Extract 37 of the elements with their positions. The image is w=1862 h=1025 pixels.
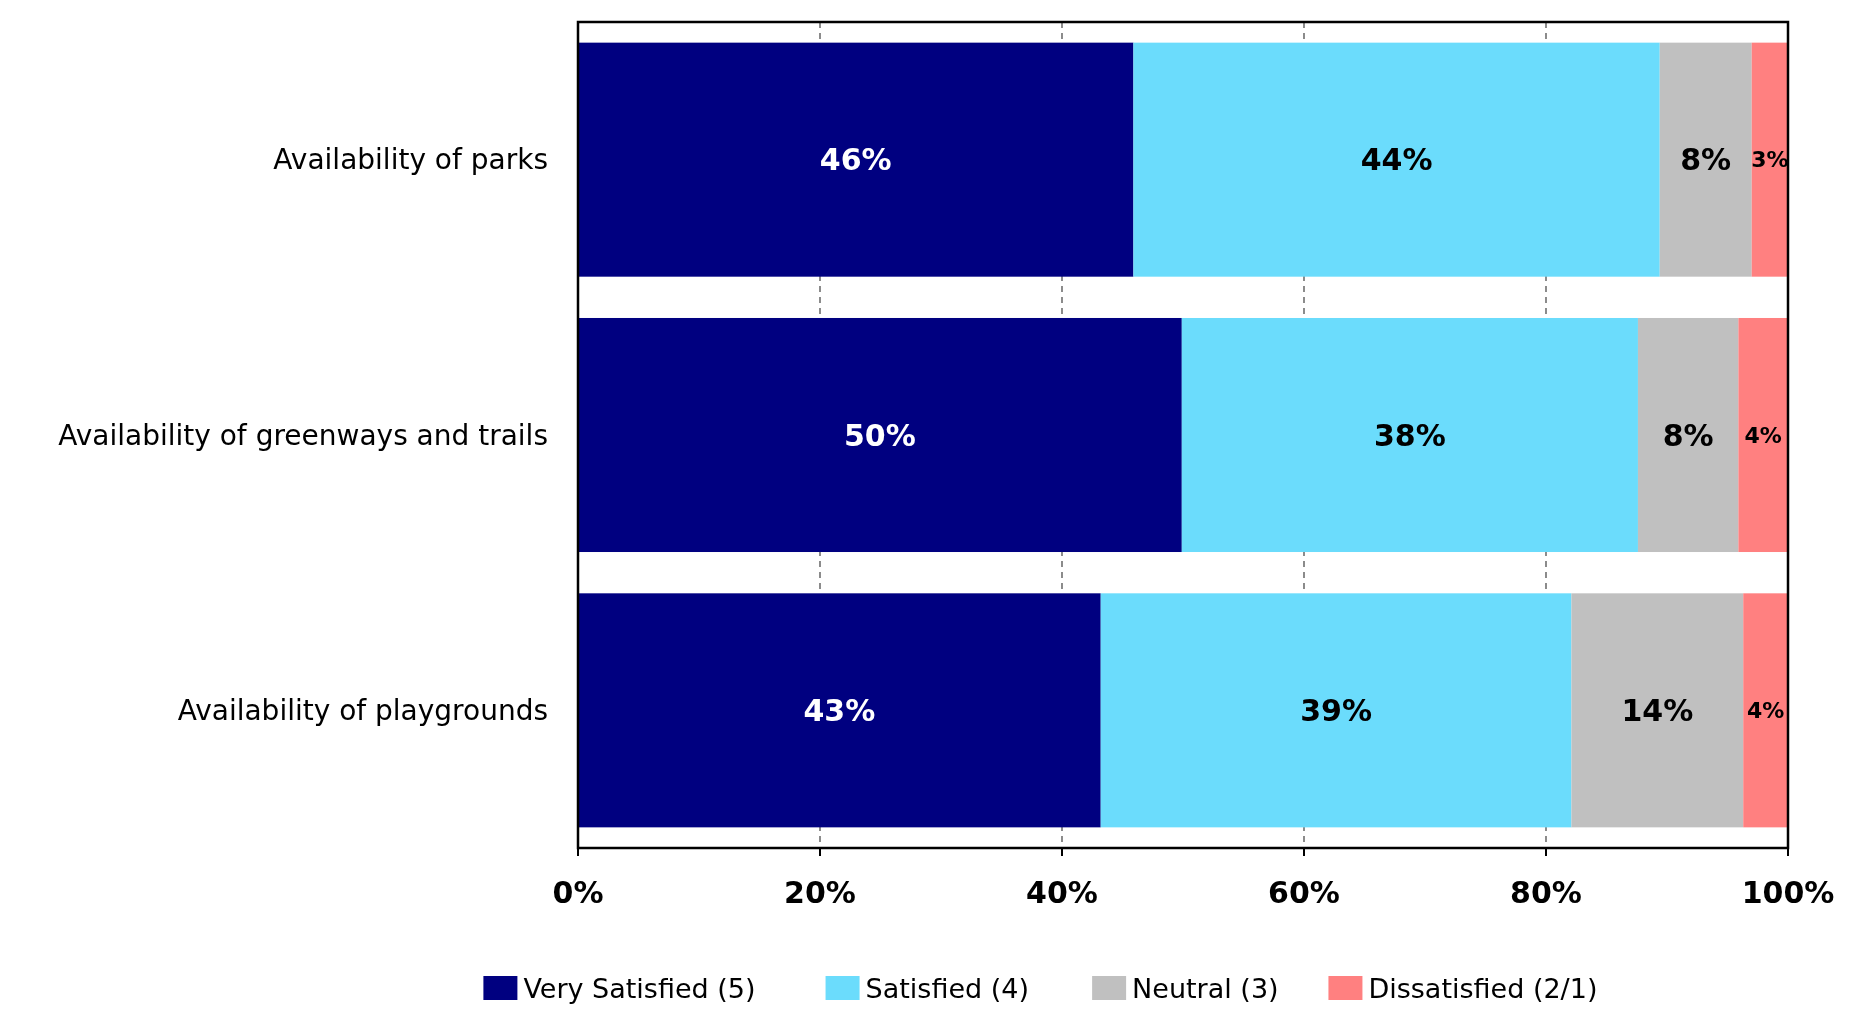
bar — [578, 42, 1134, 277]
data-label: 14% — [1621, 692, 1694, 728]
data-label: 3% — [1751, 147, 1789, 173]
legend-label: Very Satisfied (5) — [523, 973, 756, 1004]
bar — [1571, 593, 1744, 828]
data-label: 8% — [1680, 142, 1732, 178]
legend-label: Satisfied (4) — [865, 973, 1029, 1004]
data-label: 38% — [1373, 417, 1446, 453]
bar — [1751, 42, 1788, 277]
data-label: 4% — [1744, 422, 1782, 448]
x-tick-label: 80% — [1510, 875, 1582, 910]
x-tick-label: 20% — [784, 875, 856, 910]
x-tick-label: 100% — [1741, 875, 1835, 910]
legend-label: Neutral (3) — [1132, 973, 1279, 1004]
bar — [1133, 42, 1660, 277]
data-label: 50% — [843, 417, 916, 453]
data-label: 44% — [1360, 142, 1433, 178]
bar — [1637, 317, 1739, 553]
y-tick-label: Availability of greenways and trails — [58, 418, 548, 452]
bar — [1738, 317, 1788, 553]
bar — [1181, 317, 1638, 553]
legend-label: Dissatisfied (2/1) — [1368, 973, 1598, 1004]
x-tick-label: 60% — [1268, 875, 1340, 910]
data-label: 8% — [1662, 417, 1714, 453]
data-label: 46% — [819, 142, 892, 178]
y-tick-label: Availability of parks — [273, 143, 548, 177]
bar — [1659, 42, 1752, 277]
bar — [578, 317, 1182, 553]
y-tick-label: Availability of playgrounds — [177, 694, 548, 728]
data-label: 4% — [1746, 698, 1785, 724]
data-label: 39% — [1300, 692, 1372, 728]
data-label: 43% — [803, 692, 876, 728]
bar — [1100, 593, 1572, 828]
x-tick-label: 40% — [1026, 875, 1098, 910]
x-tick-label: 0% — [552, 875, 604, 910]
bar — [578, 593, 1101, 828]
bar — [1743, 593, 1788, 828]
